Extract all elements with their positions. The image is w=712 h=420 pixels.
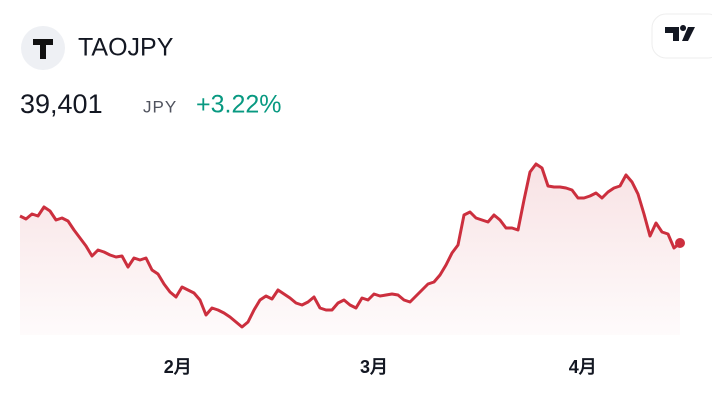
logo-icon (33, 39, 53, 59)
price-line (19, 162, 681, 329)
tv-logo-bg[interactable] (651, 13, 712, 59)
x-tick-label: 4月 (569, 357, 597, 377)
change: +3.22% (196, 91, 282, 119)
x-tick-label: 3月 (360, 357, 388, 377)
last-point (675, 237, 685, 248)
price: 39,401 (20, 89, 103, 119)
currency: JPY (143, 97, 177, 116)
tv-logo[interactable] (665, 25, 695, 41)
x-tick-label: 2月 (164, 357, 192, 377)
symbol: TAOJPY (78, 34, 174, 62)
area (20, 164, 680, 335)
